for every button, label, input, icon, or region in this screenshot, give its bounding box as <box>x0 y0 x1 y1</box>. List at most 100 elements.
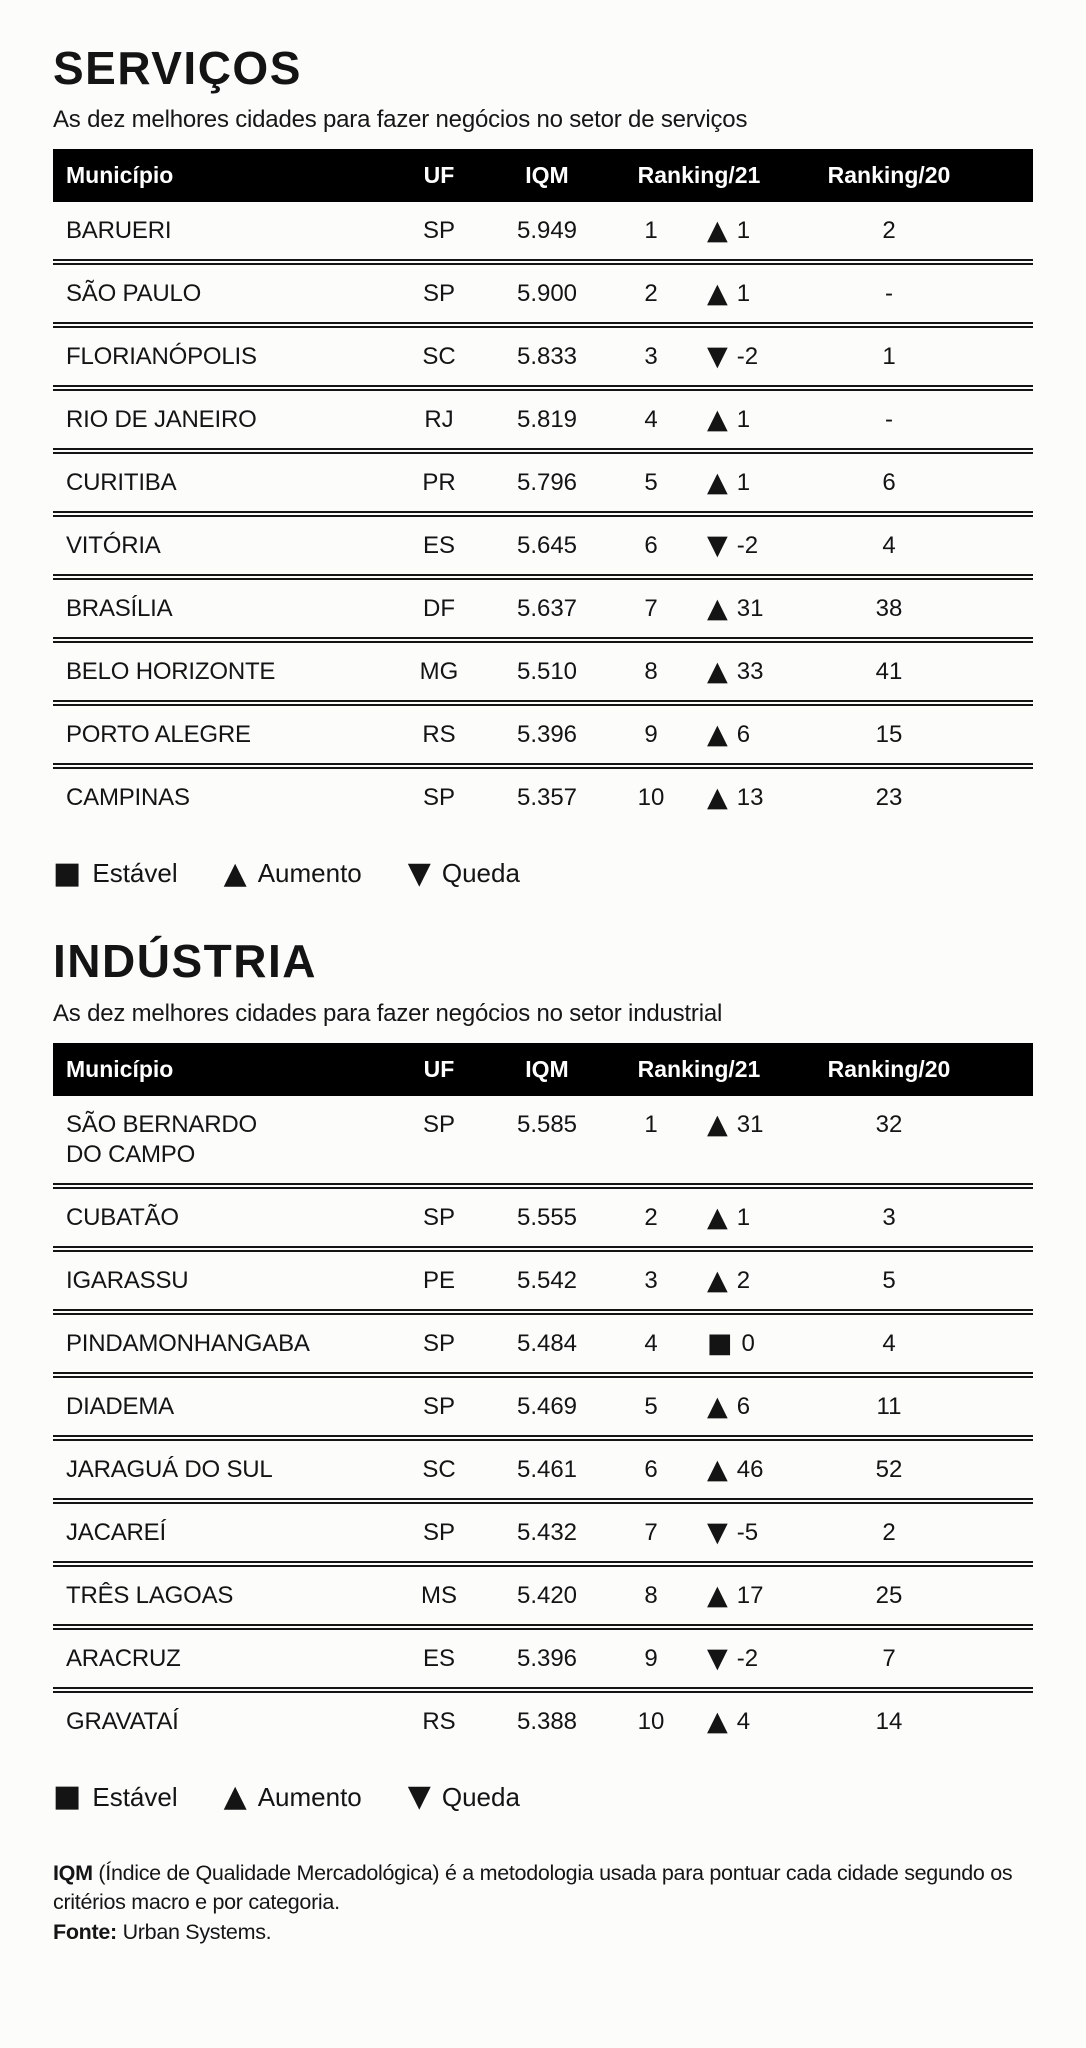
rank-change-cell: ▼ -2 <box>693 342 789 372</box>
up-triangle-icon: ▲ <box>707 404 728 436</box>
section-subtitle-servicos: As dez melhores cidades para fazer negóc… <box>53 106 748 134</box>
rank-change-value: 46 <box>736 1455 764 1483</box>
column-header-ranking20: Ranking/20 <box>827 1055 951 1082</box>
rank-change-cell: ▼ -2 <box>693 1644 789 1674</box>
rank21-cell: 5 <box>644 1392 658 1420</box>
rank21-cell: 2 <box>644 1203 658 1231</box>
rank20-cell: - <box>885 280 893 308</box>
municipio-cell: PORTO ALEGRE <box>66 721 251 749</box>
section-industria: INDÚSTRIA As dez melhores cidades para f… <box>53 937 1033 1812</box>
rank-change-value: 31 <box>736 595 764 623</box>
rank21-cell: 9 <box>644 1644 658 1672</box>
up-triangle-icon: ▲ <box>707 656 728 688</box>
footnote-source-text: Urban Systems. <box>122 1919 272 1944</box>
iqm-cell: 5.420 <box>516 1581 578 1609</box>
legend-label-down: Queda <box>441 858 520 889</box>
down-triangle-icon: ▼ <box>707 1642 728 1674</box>
section-title-servicos: SERVIÇOS <box>53 42 302 94</box>
rank-change-cell: ▲ 1 <box>693 279 789 309</box>
up-triangle-icon: ▲ <box>707 1579 728 1611</box>
section-servicos: SERVIÇOS As dez melhores cidades para fa… <box>53 44 1033 889</box>
table-row: ARACRUZ ES 5.396 9 ▼ -2 7 <box>53 1630 1033 1693</box>
rank-change-value: 13 <box>736 784 764 812</box>
municipio-cell: BELO HORIZONTE <box>66 658 276 686</box>
legend-label-up: Aumento <box>257 1781 362 1812</box>
rank20-cell: 2 <box>882 1518 896 1546</box>
rank21-cell: 10 <box>637 1707 665 1735</box>
legend: ■ Estável ▲ Aumento ▼ Queda <box>53 1782 1033 1813</box>
rank-change-value: 1 <box>736 1203 751 1231</box>
rank-change-cell: ▲ 6 <box>693 720 789 750</box>
column-header-ranking21: Ranking/21 <box>637 162 761 189</box>
services-table: Município UF IQM Ranking/21 Ranking/20 B… <box>53 149 1033 826</box>
municipio-cell: IGARASSU <box>66 1266 189 1294</box>
stable-square-icon: ■ <box>53 855 82 891</box>
down-triangle-icon: ▼ <box>707 341 728 373</box>
column-header-iqm: IQM <box>525 1055 569 1082</box>
rank21-cell: 4 <box>644 1329 658 1357</box>
legend-item-up: ▲ Aumento <box>224 858 362 889</box>
rank-change-cell: ▲ 13 <box>693 783 789 813</box>
table-row: PINDAMONHANGABA SP 5.484 4 ■ 0 4 <box>53 1315 1033 1378</box>
uf-cell: SC <box>422 1455 456 1483</box>
table-row: BARUERI SP 5.949 1 ▲ 1 2 <box>53 202 1033 266</box>
uf-cell: DF <box>423 595 455 623</box>
rank20-cell: 4 <box>882 1329 896 1357</box>
column-header-ranking21: Ranking/21 <box>637 1055 761 1082</box>
table-row: JACAREÍ SP 5.432 7 ▼ -5 2 <box>53 1504 1033 1567</box>
municipio-cell: CUBATÃO <box>66 1203 179 1231</box>
rank20-cell: 32 <box>875 1110 903 1138</box>
rank21-cell: 8 <box>644 658 658 686</box>
uf-cell: ES <box>422 1644 455 1672</box>
table-body: BARUERI SP 5.949 1 ▲ 1 2 SÃO PAULO SP 5.900 2 ▲ 1- FL… <box>53 202 1033 826</box>
table-body: SÃO BERNARDO DO CAMPO SP 5.585 1 ▲ 31 32 CUBATÃ… <box>53 1096 1033 1750</box>
table-row: VITÓRIA ES 5.645 6 ▼ -2 4 <box>53 517 1033 581</box>
iqm-cell: 5.461 <box>516 1455 578 1483</box>
column-header-uf: UF <box>423 162 455 189</box>
rank21-cell: 3 <box>644 343 658 371</box>
rank-change-value: -2 <box>736 343 759 371</box>
municipio-cell: GRAVATAÍ <box>66 1707 179 1735</box>
iqm-cell: 5.484 <box>516 1329 578 1357</box>
rank-change-cell: ▼ -5 <box>693 1518 789 1548</box>
table-row: TRÊS LAGOAS MS 5.420 8 ▲ 17 25 <box>53 1567 1033 1630</box>
rank-change-cell: ▲ 6 <box>693 1392 789 1422</box>
uf-cell: SP <box>422 217 455 245</box>
rank-change-value: 1 <box>736 406 751 434</box>
rank-change-cell: ▲ 1 <box>693 468 789 498</box>
municipio-cell: CAMPINAS <box>66 784 190 812</box>
uf-cell: PE <box>422 1266 455 1294</box>
municipio-cell: PINDAMONHANGABA <box>66 1329 310 1357</box>
table-header-row: Município UF IQM Ranking/21 Ranking/20 <box>53 1042 1033 1096</box>
iqm-cell: 5.645 <box>516 532 578 560</box>
up-triangle-icon: ▲ <box>707 278 728 310</box>
municipio-cell: JARAGUÁ DO SUL <box>66 1455 273 1483</box>
rank21-cell: 10 <box>637 784 665 812</box>
up-triangle-icon: ▲ <box>707 593 728 625</box>
down-triangle-icon: ▼ <box>407 855 431 891</box>
legend-item-stable: ■ Estável <box>53 858 178 889</box>
legend-label-down: Queda <box>441 1781 520 1812</box>
rank-change-value: -2 <box>736 1644 759 1672</box>
uf-cell: PR <box>422 469 456 497</box>
rank20-cell: 7 <box>882 1644 896 1672</box>
legend-label-stable: Estável <box>92 1781 178 1812</box>
iqm-cell: 5.542 <box>516 1266 578 1294</box>
down-triangle-icon: ▼ <box>407 1779 431 1815</box>
iqm-cell: 5.357 <box>516 784 578 812</box>
uf-cell: SP <box>422 1329 455 1357</box>
rank-change-value: 1 <box>736 217 751 245</box>
table-row: DIADEMA SP 5.469 5 ▲ 6 11 <box>53 1378 1033 1441</box>
up-triangle-icon: ▲ <box>707 215 728 247</box>
uf-cell: ES <box>422 532 455 560</box>
uf-cell: RJ <box>424 406 454 434</box>
municipio-cell: RIO DE JANEIRO <box>66 406 257 434</box>
iqm-cell: 5.900 <box>516 280 578 308</box>
rank21-cell: 2 <box>644 280 658 308</box>
iqm-cell: 5.796 <box>516 469 578 497</box>
rank21-cell: 5 <box>644 469 658 497</box>
municipio-cell: SÃO BERNARDO DO CAMPO <box>66 1110 257 1168</box>
column-header-municipio: Município <box>66 1055 174 1082</box>
legend-item-down: ▼ Queda <box>408 858 520 889</box>
rank-change-cell: ▲ 1 <box>693 216 789 246</box>
